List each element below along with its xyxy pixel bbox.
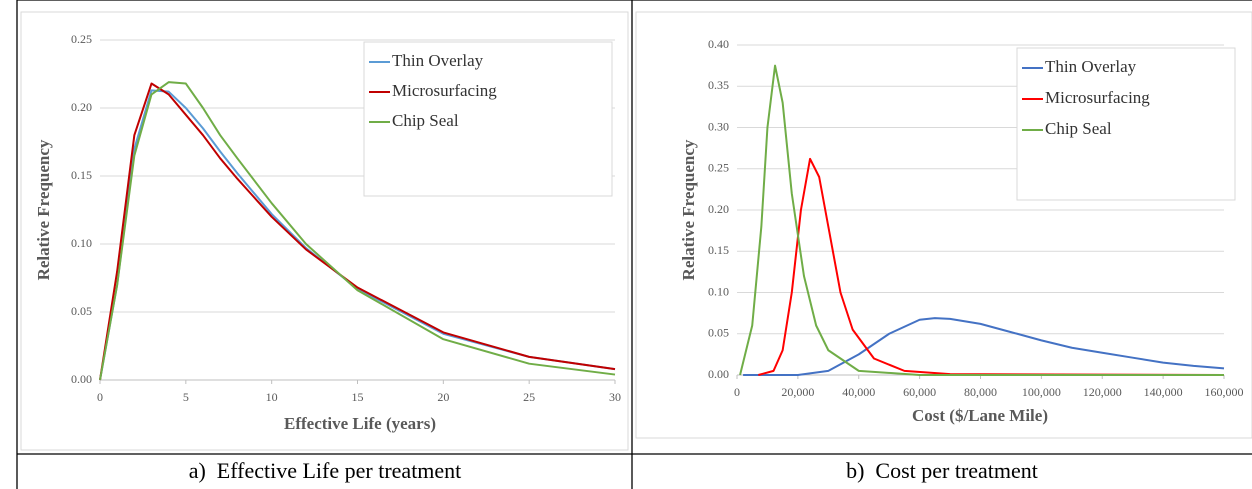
x-tick-label: 20: [437, 390, 449, 404]
chart-frame: [20, 11, 629, 451]
x-axis-title: Effective Life (years): [284, 414, 436, 433]
y-tick-label: 0.20: [708, 202, 729, 216]
line: [99, 89, 616, 381]
legend-label: Thin Overlay: [1045, 57, 1137, 76]
x-tick-label: 5: [183, 390, 189, 404]
y-axis-title: Relative Frequency: [34, 139, 53, 280]
legend-label: Microsurfacing: [1045, 88, 1150, 107]
y-tick-label: 0.00: [71, 372, 92, 386]
y-tick-label: 0.20: [71, 100, 92, 114]
x-tick-label: 160,000: [1205, 385, 1244, 399]
legend-label: Microsurfacing: [392, 81, 497, 100]
x-axis-title: Cost ($/Lane Mile): [912, 406, 1048, 425]
x-tick-label: 15: [352, 390, 364, 404]
y-tick-label: 0.00: [708, 367, 729, 381]
x-tick-label: 0: [97, 390, 103, 404]
legend-box: [363, 41, 613, 197]
x-tick-label: 140,000: [1144, 385, 1183, 399]
y-tick-label: 0.15: [71, 168, 92, 182]
y-tick-label: 0.25: [708, 161, 729, 175]
y-tick-label: 0.15: [708, 243, 729, 257]
x-tick-label: 30: [609, 390, 621, 404]
line: [99, 81, 616, 381]
y-tick-label: 0.25: [71, 32, 92, 46]
y-tick-label: 0.35: [708, 78, 729, 92]
y-tick-label: 0.40: [708, 37, 729, 51]
x-tick-label: 40,000: [842, 385, 875, 399]
x-tick-label: 120,000: [1083, 385, 1122, 399]
legend-label: Chip Seal: [1045, 119, 1112, 138]
line: [99, 82, 616, 381]
chart-frame: [635, 11, 1252, 439]
y-tick-label: 0.05: [708, 326, 729, 340]
x-tick-label: 20,000: [781, 385, 814, 399]
x-tick-label: 25: [523, 390, 535, 404]
x-tick-label: 0: [734, 385, 740, 399]
line: [758, 157, 1225, 376]
table-borders: [16, 0, 1252, 489]
legend-box: [1016, 47, 1236, 201]
x-tick-label: 80,000: [964, 385, 997, 399]
y-axis-title: Relative Frequency: [679, 139, 698, 280]
legend-label: Chip Seal: [392, 111, 459, 130]
line: [743, 317, 1225, 376]
line: [739, 64, 1224, 376]
y-tick-label: 0.05: [71, 304, 92, 318]
x-tick-label: 10: [266, 390, 278, 404]
y-tick-label: 0.10: [71, 236, 92, 250]
caption: a) Effective Life per treatment: [189, 458, 462, 483]
y-tick-label: 0.10: [708, 284, 729, 298]
x-tick-label: 100,000: [1022, 385, 1061, 399]
legend-label: Thin Overlay: [392, 51, 484, 70]
caption: b) Cost per treatment: [846, 458, 1038, 483]
x-tick-label: 60,000: [903, 385, 936, 399]
y-tick-label: 0.30: [708, 119, 729, 133]
